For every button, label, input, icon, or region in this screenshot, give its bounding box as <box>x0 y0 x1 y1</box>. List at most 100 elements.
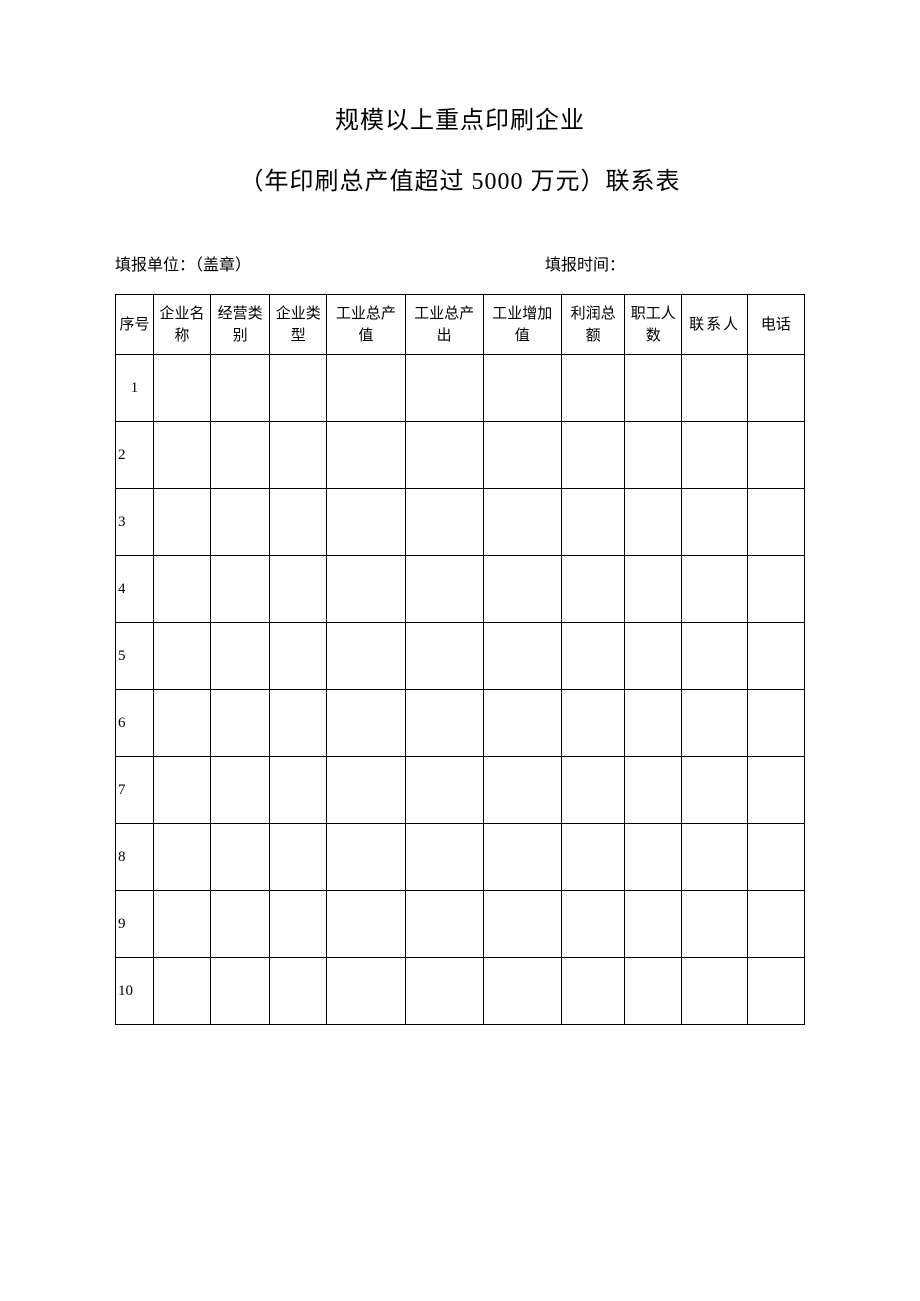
cell-employee_count <box>625 690 682 757</box>
cell-contact_person <box>682 824 748 891</box>
cell-industrial_total_value <box>327 958 405 1025</box>
cell-business_type <box>211 757 270 824</box>
cell-total_profit <box>561 355 624 422</box>
cell-industrial_total_output <box>405 489 483 556</box>
cell-seq: 10 <box>116 958 154 1025</box>
cell-enterprise_type <box>270 556 327 623</box>
cell-company_name <box>154 757 211 824</box>
cell-industrial_total_value <box>327 824 405 891</box>
enterprise-contact-table: 序号企业名称经营类别企业类型工业总产值工业总产出工业增加值利润总额职工人数联系人… <box>115 294 805 1025</box>
header-industrial_added_value: 工业增加值 <box>483 295 561 355</box>
table-row: 7 <box>116 757 805 824</box>
cell-business_type <box>211 958 270 1025</box>
cell-industrial_total_value <box>327 690 405 757</box>
header-company_name: 企业名称 <box>154 295 211 355</box>
cell-business_type <box>211 690 270 757</box>
cell-industrial_total_output <box>405 958 483 1025</box>
cell-contact_person <box>682 422 748 489</box>
cell-employee_count <box>625 489 682 556</box>
reporting-time-label: 填报时间： <box>545 256 635 276</box>
cell-phone <box>747 623 804 690</box>
cell-contact_person <box>682 489 748 556</box>
cell-industrial_total_output <box>405 690 483 757</box>
cell-industrial_total_output <box>405 355 483 422</box>
title-block: 规模以上重点印刷企业 （年印刷总产值超过 5000 万元）联系表 <box>115 100 805 196</box>
cell-total_profit <box>561 690 624 757</box>
cell-seq: 9 <box>116 891 154 958</box>
cell-industrial_total_value <box>327 623 405 690</box>
cell-seq: 1 <box>116 355 154 422</box>
cell-employee_count <box>625 556 682 623</box>
cell-enterprise_type <box>270 891 327 958</box>
table-header: 序号企业名称经营类别企业类型工业总产值工业总产出工业增加值利润总额职工人数联系人… <box>116 295 805 355</box>
cell-contact_person <box>682 623 748 690</box>
cell-industrial_total_output <box>405 623 483 690</box>
cell-seq: 5 <box>116 623 154 690</box>
cell-industrial_added_value <box>483 824 561 891</box>
cell-total_profit <box>561 623 624 690</box>
title-line-1: 规模以上重点印刷企业 <box>115 100 805 135</box>
cell-industrial_added_value <box>483 958 561 1025</box>
cell-company_name <box>154 422 211 489</box>
cell-total_profit <box>561 757 624 824</box>
cell-company_name <box>154 958 211 1025</box>
cell-business_type <box>211 891 270 958</box>
cell-industrial_total_output <box>405 422 483 489</box>
cell-enterprise_type <box>270 690 327 757</box>
cell-company_name <box>154 824 211 891</box>
cell-total_profit <box>561 824 624 891</box>
cell-industrial_total_output <box>405 757 483 824</box>
header-industrial_total_output: 工业总产出 <box>405 295 483 355</box>
cell-industrial_total_value <box>327 891 405 958</box>
cell-phone <box>747 824 804 891</box>
cell-contact_person <box>682 690 748 757</box>
cell-industrial_added_value <box>483 556 561 623</box>
header-total_profit: 利润总额 <box>561 295 624 355</box>
cell-industrial_total_output <box>405 891 483 958</box>
header-phone: 电话 <box>747 295 804 355</box>
cell-seq: 8 <box>116 824 154 891</box>
table-row: 5 <box>116 623 805 690</box>
cell-employee_count <box>625 355 682 422</box>
cell-industrial_added_value <box>483 422 561 489</box>
cell-contact_person <box>682 958 748 1025</box>
cell-total_profit <box>561 489 624 556</box>
cell-seq: 7 <box>116 757 154 824</box>
header-employee_count: 职工人数 <box>625 295 682 355</box>
table-row: 2 <box>116 422 805 489</box>
cell-total_profit <box>561 958 624 1025</box>
table-row: 8 <box>116 824 805 891</box>
cell-company_name <box>154 355 211 422</box>
cell-employee_count <box>625 623 682 690</box>
cell-seq: 4 <box>116 556 154 623</box>
cell-phone <box>747 958 804 1025</box>
header-seq: 序号 <box>116 295 154 355</box>
cell-employee_count <box>625 824 682 891</box>
cell-enterprise_type <box>270 958 327 1025</box>
reporting-unit-label: 填报单位：（盖章） <box>115 256 265 276</box>
cell-employee_count <box>625 958 682 1025</box>
header-industrial_total_value: 工业总产值 <box>327 295 405 355</box>
cell-phone <box>747 690 804 757</box>
cell-industrial_total_value <box>327 556 405 623</box>
cell-industrial_total_value <box>327 757 405 824</box>
cell-contact_person <box>682 355 748 422</box>
meta-row: 填报单位：（盖章） 填报时间： <box>115 256 805 286</box>
cell-industrial_added_value <box>483 489 561 556</box>
cell-business_type <box>211 824 270 891</box>
cell-industrial_added_value <box>483 623 561 690</box>
cell-enterprise_type <box>270 757 327 824</box>
cell-phone <box>747 556 804 623</box>
cell-business_type <box>211 422 270 489</box>
cell-enterprise_type <box>270 489 327 556</box>
cell-industrial_added_value <box>483 355 561 422</box>
cell-business_type <box>211 489 270 556</box>
cell-seq: 3 <box>116 489 154 556</box>
cell-company_name <box>154 891 211 958</box>
cell-phone <box>747 422 804 489</box>
cell-business_type <box>211 623 270 690</box>
cell-industrial_added_value <box>483 891 561 958</box>
cell-industrial_added_value <box>483 757 561 824</box>
cell-contact_person <box>682 757 748 824</box>
cell-phone <box>747 891 804 958</box>
